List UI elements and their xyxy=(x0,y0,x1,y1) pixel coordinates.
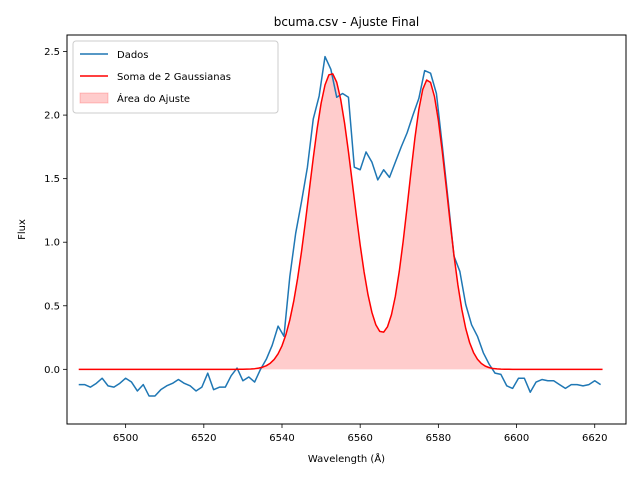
y-axis: 0.0 0.5 1.0 1.5 2.0 2.5 xyxy=(44,47,67,376)
y-tick-label: 2.5 xyxy=(44,47,60,58)
y-tick-label: 1.0 xyxy=(44,238,60,249)
y-axis-label: Flux xyxy=(17,219,28,240)
x-axis: 6500 6520 6540 6560 6580 6600 6620 xyxy=(113,424,607,444)
x-tick-label: 6500 xyxy=(113,433,138,444)
legend-swatch-fill xyxy=(79,92,109,104)
chart-title: bcuma.csv - Ajuste Final xyxy=(274,15,420,29)
fit-series-line xyxy=(78,73,603,371)
y-tick-label: 1.5 xyxy=(44,174,60,185)
y-tick-label: 2.0 xyxy=(44,111,60,122)
y-tick-label: 0.0 xyxy=(44,365,60,376)
x-tick-label: 6580 xyxy=(426,433,451,444)
legend: Dados Soma de 2 Gaussianas Área do Ajuste xyxy=(72,40,279,114)
legend-label: Área do Ajuste xyxy=(117,92,190,105)
fit-area-fill xyxy=(78,73,603,370)
x-tick-label: 6620 xyxy=(582,433,607,444)
x-axis-label: Wavelength (Å) xyxy=(308,452,385,465)
legend-label: Dados xyxy=(117,50,149,61)
plot-area xyxy=(78,55,603,397)
x-tick-label: 6520 xyxy=(191,433,216,444)
y-tick-label: 0.5 xyxy=(44,301,60,312)
x-tick-label: 6560 xyxy=(347,433,372,444)
x-tick-label: 6540 xyxy=(269,433,294,444)
x-tick-label: 6600 xyxy=(504,433,529,444)
axes-frame xyxy=(66,34,627,425)
legend-label: Soma de 2 Gaussianas xyxy=(117,72,231,83)
legend-box xyxy=(72,40,279,114)
